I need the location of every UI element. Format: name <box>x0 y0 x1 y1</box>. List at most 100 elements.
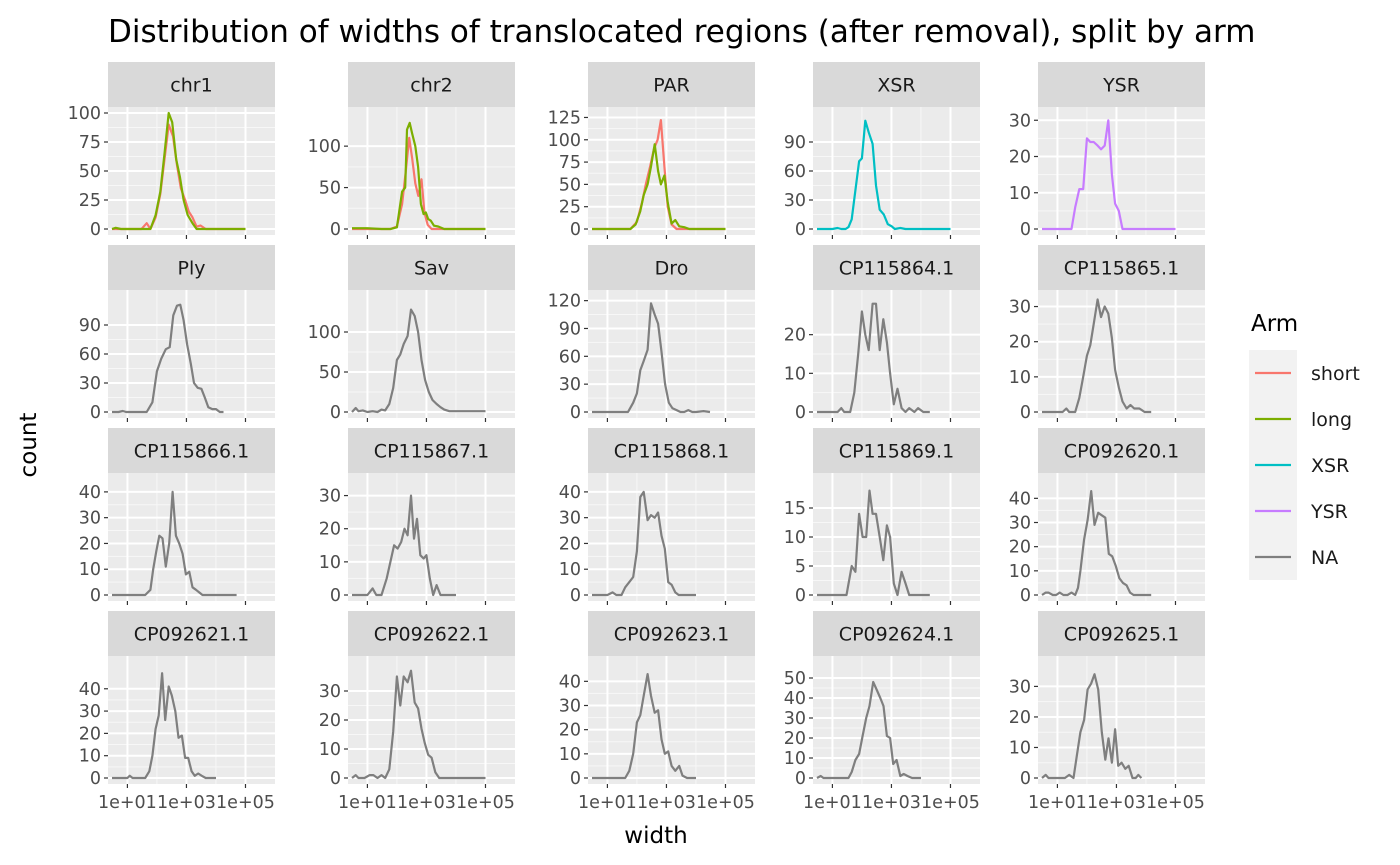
panel-background <box>348 107 515 235</box>
facet-panel-cp115866-1: CP115866.1 0 10 20 30 40 <box>79 428 275 606</box>
series-line-long <box>111 111 246 231</box>
panel-background <box>348 473 515 601</box>
y-tick-label: 10 <box>79 747 101 767</box>
facet-strip <box>348 245 515 290</box>
facet-strip <box>348 62 515 107</box>
x-tick-label: 1e+01 <box>578 793 637 813</box>
series-line-na <box>112 672 216 780</box>
y-tick-label: 0 <box>1020 403 1031 423</box>
facet-strip-label: CP115867.1 <box>374 441 489 463</box>
y-tick-label: 20 <box>1009 148 1031 168</box>
y-tick-label: 75 <box>79 133 101 153</box>
facet-panel-chr2: chr2 0 50 100 <box>308 62 515 240</box>
series-line-long <box>352 121 486 231</box>
y-tick-label: 50 <box>784 669 806 689</box>
series-line-na <box>352 494 456 597</box>
y-tick-label: 10 <box>784 364 806 384</box>
facet-strip <box>348 428 515 473</box>
series-line-na <box>817 302 930 414</box>
x-tick-label: 1e+01 <box>1028 793 1087 813</box>
y-tick-label: 75 <box>559 153 581 173</box>
series-line-na <box>351 308 486 414</box>
y-tick-label: 20 <box>1009 333 1031 353</box>
y-tick-label: 20 <box>1009 708 1031 728</box>
series-line-ysr <box>1042 119 1176 231</box>
facet-strip-label: CP092623.1 <box>614 624 729 646</box>
y-tick-label: 60 <box>784 162 806 182</box>
y-tick-label: 10 <box>1009 368 1031 388</box>
y-tick-label: 0 <box>330 586 341 606</box>
x-axis-title: width <box>624 823 687 849</box>
y-tick-label: 40 <box>1009 489 1031 509</box>
series-line-na <box>592 490 696 597</box>
y-tick-label: 60 <box>79 345 101 365</box>
y-tick-label: 30 <box>784 191 806 211</box>
facet-strip <box>1038 611 1205 656</box>
chart-title: Distribution of widths of translocated r… <box>108 14 1255 50</box>
y-tick-label: 90 <box>784 133 806 153</box>
y-tick-label: 10 <box>784 528 806 548</box>
facet-strip-label: CP092625.1 <box>1064 624 1179 646</box>
y-tick-label: 125 <box>548 108 581 128</box>
y-tick-label: 10 <box>1009 184 1031 204</box>
facet-strip <box>813 245 980 290</box>
y-tick-label: 40 <box>784 689 806 709</box>
series-line-long <box>592 143 726 231</box>
panel-background <box>588 107 755 235</box>
facet-strip <box>1038 62 1205 107</box>
series-line-na <box>112 303 224 414</box>
y-tick-label: 20 <box>319 520 341 540</box>
y-tick-label: 120 <box>548 292 581 312</box>
y-tick-label: 10 <box>79 560 101 580</box>
facet-strip-label: CP092622.1 <box>374 624 489 646</box>
y-tick-label: 0 <box>330 403 341 423</box>
facet-strip <box>108 62 275 107</box>
facet-strip-label: CP115869.1 <box>839 441 954 463</box>
y-tick-label: 0 <box>795 769 806 789</box>
facet-strip <box>813 62 980 107</box>
y-tick-label: 0 <box>570 403 581 423</box>
y-tick-label: 20 <box>784 729 806 749</box>
facet-panel-ysr: YSR 0 10 20 30 <box>1009 62 1205 240</box>
facet-panel-cp092622-1: CP092622.1 0 10 20 30 1e+01 1e+03 1e+05 <box>319 611 515 813</box>
y-tick-label: 0 <box>330 220 341 240</box>
facet-strip-label: Ply <box>178 258 206 280</box>
x-tick-label: 1e+03 <box>397 793 456 813</box>
y-tick-label: 40 <box>79 483 101 503</box>
facet-strip-label: chr1 <box>170 75 212 97</box>
facet-strip <box>108 611 275 656</box>
panel-background <box>1038 656 1205 784</box>
facet-strip <box>1038 428 1205 473</box>
series-line-na <box>112 490 237 597</box>
facet-strip-label: CP092624.1 <box>839 624 954 646</box>
y-tick-label: 0 <box>795 220 806 240</box>
y-tick-label: 100 <box>308 137 341 157</box>
y-tick-label: 50 <box>319 363 341 383</box>
y-tick-label: 90 <box>559 319 581 339</box>
y-tick-label: 0 <box>795 403 806 423</box>
y-tick-label: 40 <box>559 483 581 503</box>
y-tick-label: 30 <box>79 374 101 394</box>
y-tick-label: 20 <box>559 534 581 554</box>
y-tick-label: 20 <box>1009 538 1031 558</box>
facet-strip-label: YSR <box>1102 75 1140 97</box>
facet-strip <box>108 245 275 290</box>
facet-strip-label: PAR <box>653 75 689 97</box>
y-tick-label: 30 <box>1009 111 1031 131</box>
legend-label-short: short <box>1311 363 1360 385</box>
y-tick-label: 40 <box>559 672 581 692</box>
y-tick-label: 0 <box>90 403 101 423</box>
legend-label-na: NA <box>1311 547 1338 569</box>
y-tick-label: 0 <box>570 769 581 789</box>
facet-panel-cp115867-1: CP115867.1 0 10 20 30 <box>319 428 515 606</box>
facet-strip-label: chr2 <box>410 75 452 97</box>
panel-background <box>108 656 275 784</box>
x-tick-label: 1e+03 <box>862 793 921 813</box>
facet-strip-label: XSR <box>877 75 915 97</box>
facet-strip <box>813 611 980 656</box>
y-tick-label: 30 <box>319 487 341 507</box>
y-tick-label: 90 <box>79 316 101 336</box>
y-tick-label: 30 <box>1009 298 1031 318</box>
y-axis-title: count <box>16 413 42 478</box>
